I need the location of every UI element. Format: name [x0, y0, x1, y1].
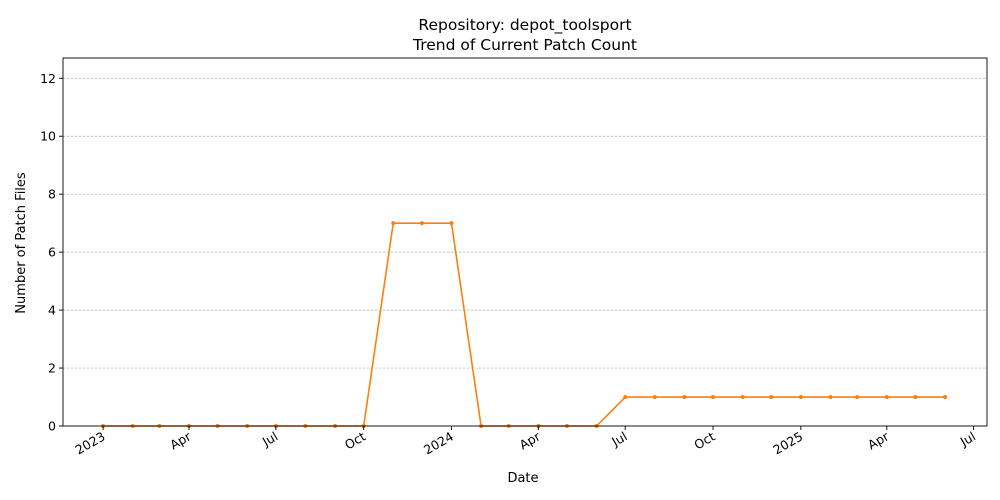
x-tick-label: Apr [865, 428, 892, 452]
data-point [913, 395, 918, 400]
series-line [103, 222, 945, 427]
data-point [943, 395, 947, 400]
x-tick-label: Apr [167, 428, 194, 452]
data-point [740, 395, 745, 400]
data-point [711, 395, 716, 400]
y-tick-label: 10 [40, 129, 56, 144]
x-tick-label: Apr [517, 428, 544, 452]
data-point [449, 221, 454, 226]
x-axis-label: Date [507, 471, 538, 486]
x-tick-label: 2025 [770, 429, 805, 458]
x-tick-label: 2023 [73, 429, 108, 458]
y-tick-label: 0 [48, 419, 56, 434]
data-point [798, 395, 803, 400]
data-point [391, 221, 396, 226]
x-tick-label: Jul [608, 429, 629, 450]
chart-title-line1: Repository: depot_toolsport [418, 16, 631, 35]
chart-title-line2: Trend of Current Patch Count [412, 36, 637, 54]
x-tick-label: Jul [259, 429, 280, 450]
x-tick-label: Oct [342, 429, 368, 453]
data-point [682, 395, 687, 400]
y-tick-label: 4 [48, 303, 56, 318]
y-tick-label: 12 [40, 71, 56, 86]
x-tick-label: 2024 [421, 429, 456, 458]
data-point [828, 395, 833, 400]
x-tick-label: Oct [691, 429, 717, 453]
y-axis-label: Number of Patch Files [14, 172, 29, 314]
data-point [419, 221, 424, 226]
x-tick-label: Jul [957, 429, 978, 450]
data-point [884, 395, 889, 400]
data-point [855, 395, 860, 400]
y-tick-label: 2 [48, 361, 56, 376]
data-point [652, 395, 657, 400]
data-point [623, 395, 628, 400]
y-tick-label: 6 [48, 245, 56, 260]
y-tick-label: 8 [48, 187, 56, 202]
grid-lines [63, 77, 987, 369]
data-point [769, 395, 774, 400]
plot-frame [62, 57, 988, 427]
